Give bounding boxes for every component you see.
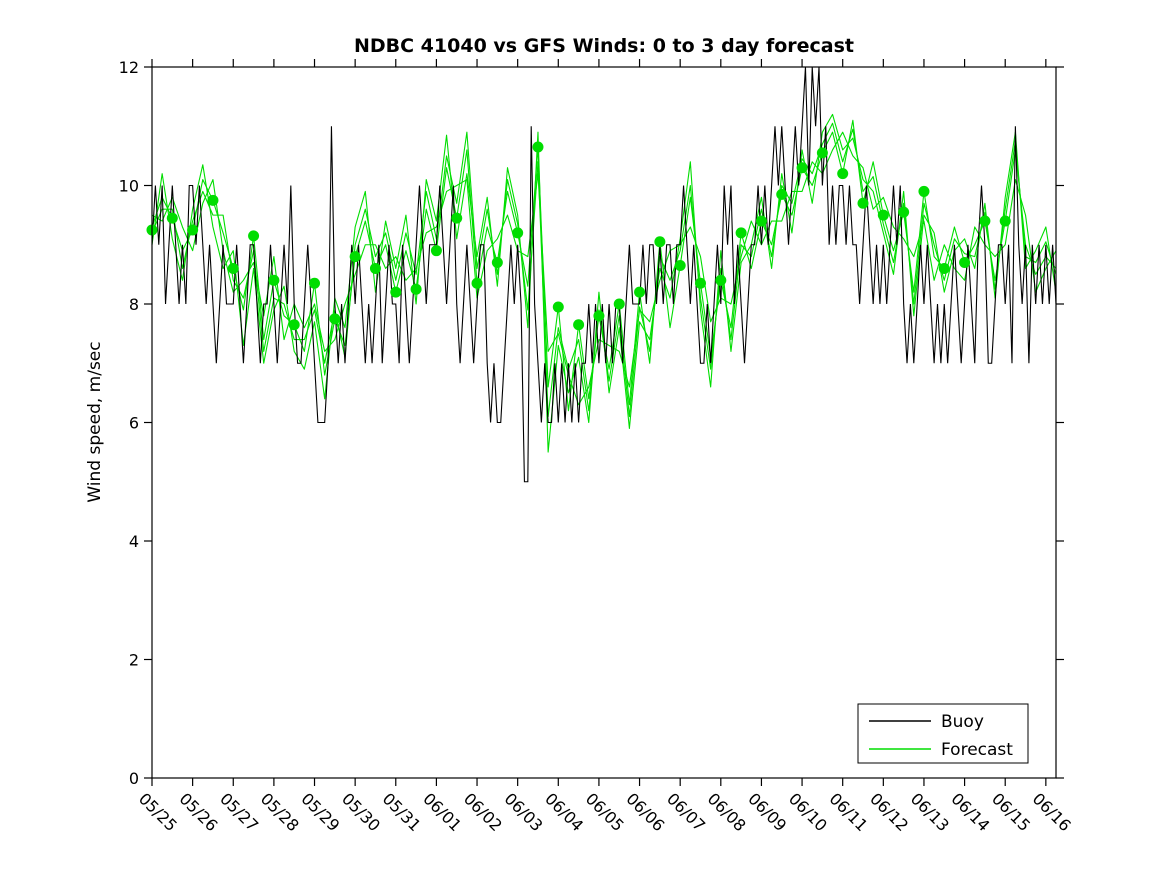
x-tick-label: 05/26 [175, 789, 221, 835]
forecast-dot [430, 245, 442, 257]
forecast-dots [146, 141, 1011, 331]
x-tick-label: 06/11 [826, 789, 872, 835]
x-tick-label: 06/05 [582, 789, 628, 835]
forecast-dot [451, 212, 463, 224]
forecast-dot [634, 286, 646, 298]
chart-title: NDBC 41040 vs GFS Winds: 0 to 3 day fore… [354, 35, 854, 57]
forecast-dot [268, 274, 280, 286]
legend-buoy-label: Buoy [941, 712, 984, 732]
y-tick-label: 6 [129, 414, 139, 433]
forecast-dot [227, 262, 239, 274]
forecast-dot [857, 197, 869, 209]
x-tick-label: 06/13 [907, 789, 953, 835]
forecast-dot [491, 257, 503, 269]
forecast-dot [166, 212, 178, 224]
forecast-dot [187, 224, 199, 236]
forecast-dot [390, 286, 402, 298]
x-tick-label: 06/01 [419, 789, 465, 835]
forecast-dot [735, 227, 747, 239]
x-tick-label: 06/09 [744, 789, 790, 835]
x-tick-label: 06/16 [1029, 789, 1075, 835]
x-tick-label: 06/04 [541, 789, 587, 835]
y-tick-label: 0 [129, 769, 139, 788]
x-tick-label: 06/02 [460, 789, 506, 835]
forecast-dot [694, 277, 706, 289]
y-tick-label: 10 [119, 177, 139, 196]
forecast-dot [654, 236, 666, 248]
y-tick-label: 8 [129, 295, 139, 314]
forecast-dot [816, 147, 828, 159]
forecast-dot [715, 274, 727, 286]
forecast-dot [877, 209, 889, 221]
forecast-dot [329, 313, 341, 325]
y-tick-label: 4 [129, 532, 139, 551]
forecast-dot [918, 185, 930, 197]
forecast-dot [898, 206, 910, 218]
forecast-dot [248, 230, 260, 242]
legend-forecast-label: Forecast [941, 740, 1013, 760]
y-tick-label: 12 [119, 58, 139, 77]
plot-border [151, 66, 1057, 779]
x-tick-label: 05/25 [135, 789, 181, 835]
forecast-dot [309, 277, 321, 289]
forecast-line-3 [151, 131, 1057, 406]
forecast-dot [796, 162, 808, 174]
forecast-dot [410, 283, 422, 295]
x-tick-label: 06/06 [622, 789, 668, 835]
y-axis-ticks: 0 2 4 6 8 10 12 [119, 58, 1064, 788]
forecast-dot [288, 319, 300, 331]
forecast-dot [593, 310, 605, 322]
forecast-dot [349, 251, 361, 263]
forecast-dot [512, 227, 524, 239]
forecast-dot [471, 277, 483, 289]
forecast-dot [369, 262, 381, 274]
forecast-dot [573, 319, 585, 331]
x-tick-label: 06/14 [947, 789, 993, 835]
forecast-dot [776, 188, 788, 200]
x-tick-label: 05/28 [257, 789, 303, 835]
x-tick-label: 05/30 [338, 789, 384, 835]
forecast-dot [532, 141, 544, 153]
x-tick-label: 05/27 [216, 789, 262, 835]
forecast-line-1 [151, 119, 1057, 412]
legend-box [857, 703, 1029, 764]
forecast-dot [674, 259, 686, 271]
x-tick-label: 06/03 [501, 789, 547, 835]
x-tick-label: 05/29 [297, 789, 343, 835]
x-tick-label: 06/07 [663, 789, 709, 835]
forecast-dot [979, 215, 991, 227]
buoy-line [151, 66, 1057, 483]
x-tick-label: 06/10 [785, 789, 831, 835]
x-tick-label: 05/31 [379, 789, 425, 835]
forecast-dot [999, 215, 1011, 227]
forecast-dot [552, 301, 564, 313]
y-tick-label: 2 [129, 651, 139, 670]
forecast-dot [207, 194, 219, 206]
forecast-dot [938, 262, 950, 274]
x-tick-label: 06/08 [704, 789, 750, 835]
x-tick-label: 06/15 [988, 789, 1034, 835]
forecast-line-4 [151, 122, 1057, 418]
x-tick-label: 06/12 [866, 789, 912, 835]
forecast-dot [959, 257, 971, 269]
forecast-dot [613, 298, 625, 310]
forecast-dot [837, 168, 849, 180]
forecast-dot [755, 215, 767, 227]
legend: Buoy Forecast [857, 703, 1029, 764]
y-axis-label: Wind speed, m/sec [85, 341, 105, 502]
